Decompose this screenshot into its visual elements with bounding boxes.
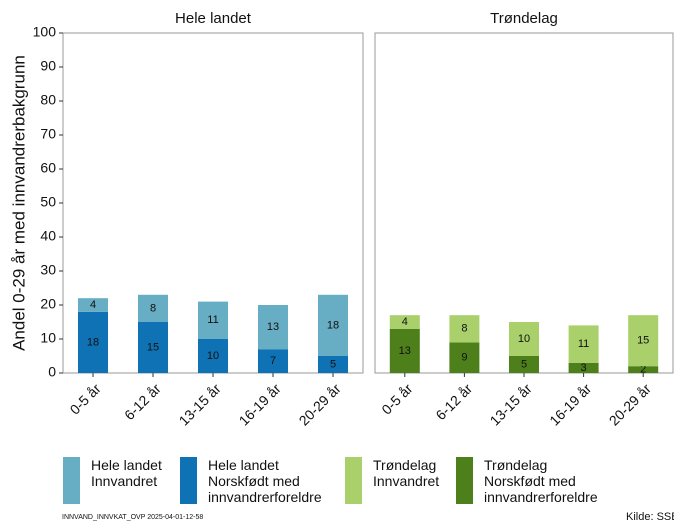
x-tick-label: 0-5 år (67, 380, 104, 417)
bar-segment (138, 322, 168, 373)
data-label: 15 (637, 335, 649, 347)
data-label: 5 (521, 358, 527, 370)
bar-segment (389, 315, 420, 329)
bar-segment (449, 342, 480, 373)
x-tick-label: 6-12 år (432, 380, 475, 423)
bar-segment (78, 298, 108, 312)
data-label: 8 (461, 323, 467, 335)
data-label: 10 (518, 333, 530, 345)
y-tick-label: 10 (40, 330, 56, 346)
bar-segment (198, 339, 228, 373)
y-tick-label: 70 (40, 126, 56, 142)
footnote: INNVAND_INNVKAT_OVP 2025-04-01-12-58 (62, 514, 203, 521)
x-tick-label: 16-19 år (236, 380, 284, 428)
data-label: 5 (330, 358, 336, 370)
x-tick-label: 13-15 år (176, 380, 224, 428)
data-label: 2 (640, 364, 646, 376)
legend-swatch (63, 457, 80, 504)
x-tick-label: 20-29 år (606, 380, 654, 428)
x-tick-label: 0-5 år (378, 380, 415, 417)
data-label: 10 (207, 350, 219, 362)
panel-title: Trøndelag (490, 10, 558, 27)
data-label: 15 (147, 341, 159, 353)
x-tick-label: 13-15 år (487, 380, 535, 428)
y-tick-label: 90 (40, 58, 56, 74)
bar-segment (198, 301, 228, 339)
data-label: 13 (267, 321, 279, 333)
legend-label: Trøndelag Norskfødt med innvandrerforeld… (484, 457, 598, 505)
legend-label: Trøndelag Innvandret (373, 457, 440, 489)
y-tick-label: 100 (33, 24, 57, 40)
data-label: 11 (578, 338, 589, 350)
bar-segment (449, 315, 480, 343)
legend-swatch (180, 457, 197, 504)
bar-segment (78, 311, 108, 373)
bar-segment (568, 325, 599, 363)
y-tick-label: 40 (40, 228, 56, 244)
data-label: 3 (581, 362, 587, 374)
source: Kilde: SSB (626, 511, 674, 521)
data-label: 11 (207, 314, 218, 326)
y-tick-label: 20 (40, 296, 56, 312)
bar-segment (318, 356, 348, 373)
x-tick-label: 20-29 år (296, 380, 344, 428)
bar-segment (138, 294, 168, 322)
x-tick-label: 16-19 år (546, 380, 594, 428)
legend-swatch (345, 457, 362, 504)
data-label: 4 (90, 299, 96, 311)
legend-label: Hele landet Norskfødt med innvandrerfore… (208, 457, 322, 505)
legend-item: Trøndelag Innvandret (345, 457, 483, 504)
data-label: 18 (327, 319, 339, 331)
y-axis-label: Andel 0-29 år med innvandrerbakgrunn (9, 55, 28, 351)
legend-swatch (456, 457, 473, 504)
bar-segment (509, 356, 539, 373)
y-tick-label: 30 (40, 262, 56, 278)
data-label: 13 (399, 345, 411, 357)
bar-segment (509, 322, 539, 356)
data-label: 9 (461, 352, 467, 364)
bar-segment (568, 362, 599, 373)
data-label: 7 (270, 355, 276, 367)
y-tick-label: 50 (40, 194, 56, 210)
bar-segment (318, 294, 348, 356)
data-label: 18 (87, 336, 99, 348)
legend-item: Trøndelag Norskfødt med innvandrerforeld… (456, 457, 598, 505)
y-tick-label: 80 (40, 92, 56, 108)
panel-title: Hele landet (175, 10, 252, 27)
data-label: 8 (150, 302, 156, 314)
bar-segment (628, 315, 659, 367)
bar-segment (258, 349, 288, 373)
bar-segment (258, 305, 288, 350)
legend-item: Hele landet Norskfødt med innvandrerfore… (180, 457, 322, 505)
y-tick-label: 60 (40, 160, 56, 176)
bar-segment (628, 366, 659, 373)
data-label: 4 (402, 316, 408, 328)
x-tick-label: 6-12 år (121, 380, 164, 423)
bar-segment (389, 328, 420, 373)
legend-item: Hele landet Innvandret (63, 457, 201, 504)
legend-label: Hele landet Innvandret (91, 457, 162, 489)
y-tick-label: 0 (48, 364, 56, 380)
